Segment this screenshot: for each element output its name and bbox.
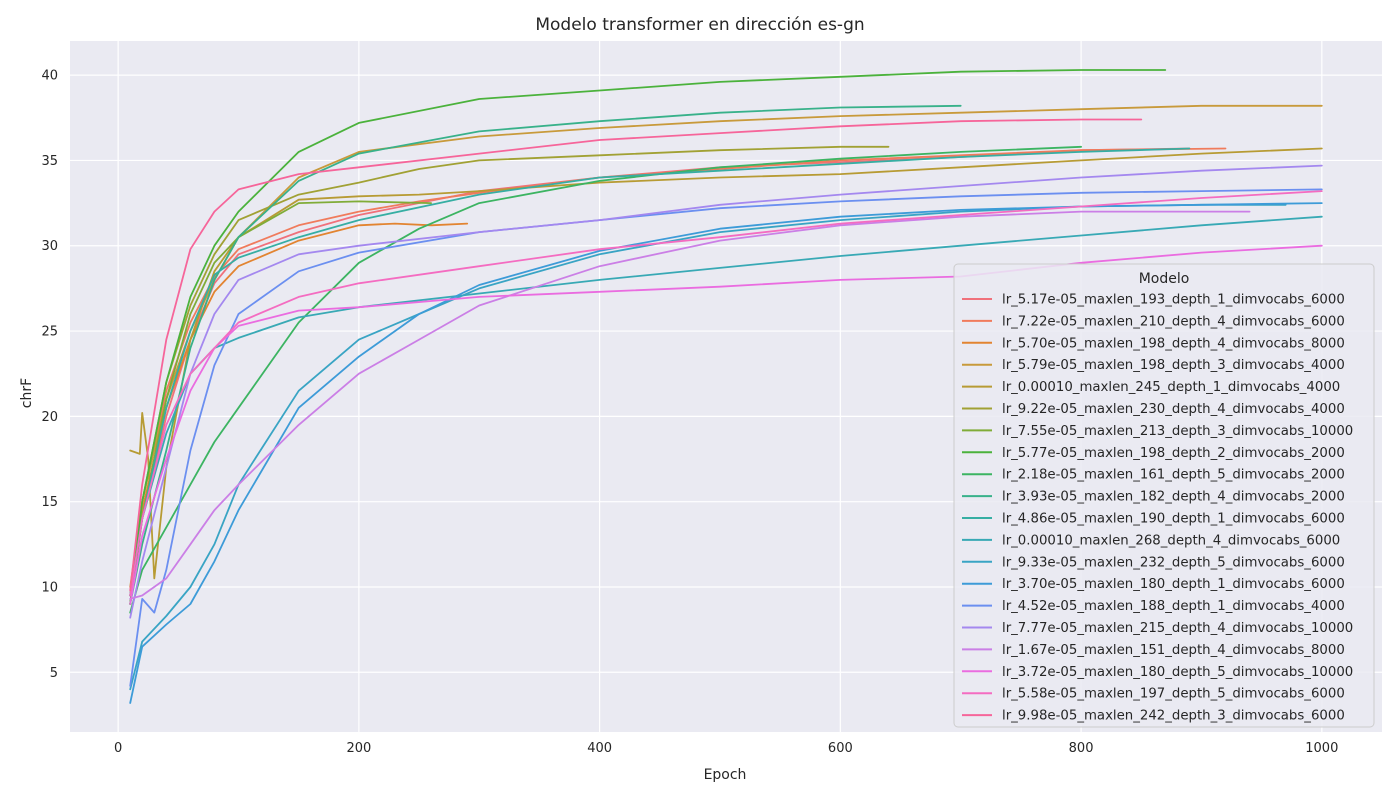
y-tick-label: 30 [41,239,58,254]
legend-entry: lr_4.86e-05_maxlen_190_depth_1_dimvocabs… [1002,512,1345,527]
legend-entry: lr_5.70e-05_maxlen_198_depth_4_dimvocabs… [1002,336,1345,351]
chart-title: Modelo transformer en dirección es-gn [535,15,864,35]
y-tick-label: 10 [41,580,58,595]
series-layer [129,69,1323,704]
series-line-8 [129,69,1167,605]
y-tick-label: 35 [41,154,58,169]
legend-entry: lr_9.33e-05_maxlen_232_depth_5_dimvocabs… [1002,555,1345,570]
y-tick-label: 25 [41,325,58,340]
series-line-14 [129,202,1323,704]
ticks: 0 200 400 600 800 1000 5 10 15 20 25 30 35 40 [41,69,1338,756]
series-line-12 [129,215,1323,597]
legend-entry: lr_5.58e-05_maxlen_197_depth_5_dimvocabs… [1002,687,1345,702]
legend-items: lr_5.17e-05_maxlen_193_depth_1_dimvocabs… [962,293,1353,724]
y-axis-label: chrF [19,378,35,408]
legend-entry: lr_5.17e-05_maxlen_193_depth_1_dimvocabs… [1002,293,1345,308]
legend-box [953,263,1375,728]
legend-entry: lr_3.72e-05_maxlen_180_depth_5_dimvocabs… [1002,665,1353,680]
legend-entry: lr_9.98e-05_maxlen_242_depth_3_dimvocabs… [1002,709,1345,724]
legend-entry: lr_2.18e-05_maxlen_161_depth_5_dimvocabs… [1002,468,1345,483]
series-line-9 [129,145,1082,614]
series-line-19 [129,190,1323,597]
legend-entry: lr_9.22e-05_maxlen_230_depth_4_dimvocabs… [1002,402,1345,417]
x-tick-label: 400 [587,741,612,756]
legend-entry: lr_7.22e-05_maxlen_210_depth_4_dimvocabs… [1002,314,1345,329]
series-line-20 [129,118,1143,592]
legend-entry: lr_0.00010_maxlen_245_depth_1_dimvocabs_… [1002,380,1340,395]
x-tick-label: 600 [828,741,853,756]
legend-entry: lr_3.70e-05_maxlen_180_depth_1_dimvocabs… [1002,577,1345,592]
series-line-17 [129,210,1251,600]
series-line-4 [129,104,1323,588]
series-line-5 [129,147,1323,580]
legend-entry: lr_5.79e-05_maxlen_198_depth_3_dimvocabs… [1002,358,1345,373]
series-line-10 [129,104,962,605]
x-tick-label: 0 [114,741,122,756]
y-tick-label: 20 [41,410,58,425]
x-tick-label: 200 [346,741,371,756]
legend-entry: lr_5.77e-05_maxlen_198_depth_2_dimvocabs… [1002,446,1345,461]
legend: Modelo lr_5.17e-05_maxlen_193_depth_1_di… [953,263,1375,728]
y-tick-label: 40 [41,69,58,84]
x-axis-label: Epoch [704,767,747,783]
legend-entry: lr_7.77e-05_maxlen_215_depth_4_dimvocabs… [1002,621,1353,636]
x-tick-label: 800 [1069,741,1094,756]
y-tick-label: 5 [50,666,58,681]
y-tick-label: 15 [41,495,58,510]
legend-entry: lr_0.00010_maxlen_268_depth_4_dimvocabs_… [1002,533,1340,548]
legend-entry: lr_4.52e-05_maxlen_188_depth_1_dimvocabs… [1002,599,1345,614]
legend-entry: lr_7.55e-05_maxlen_213_depth_3_dimvocabs… [1002,424,1353,439]
series-line-16 [129,164,1323,619]
legend-entry: lr_3.93e-05_maxlen_182_depth_4_dimvocabs… [1002,490,1345,505]
legend-entry: lr_1.67e-05_maxlen_151_depth_4_dimvocabs… [1002,643,1345,658]
x-tick-label: 1000 [1305,741,1338,756]
legend-title: Modelo [1139,271,1190,287]
series-line-15 [129,188,1323,687]
series-line-11 [129,147,1191,597]
